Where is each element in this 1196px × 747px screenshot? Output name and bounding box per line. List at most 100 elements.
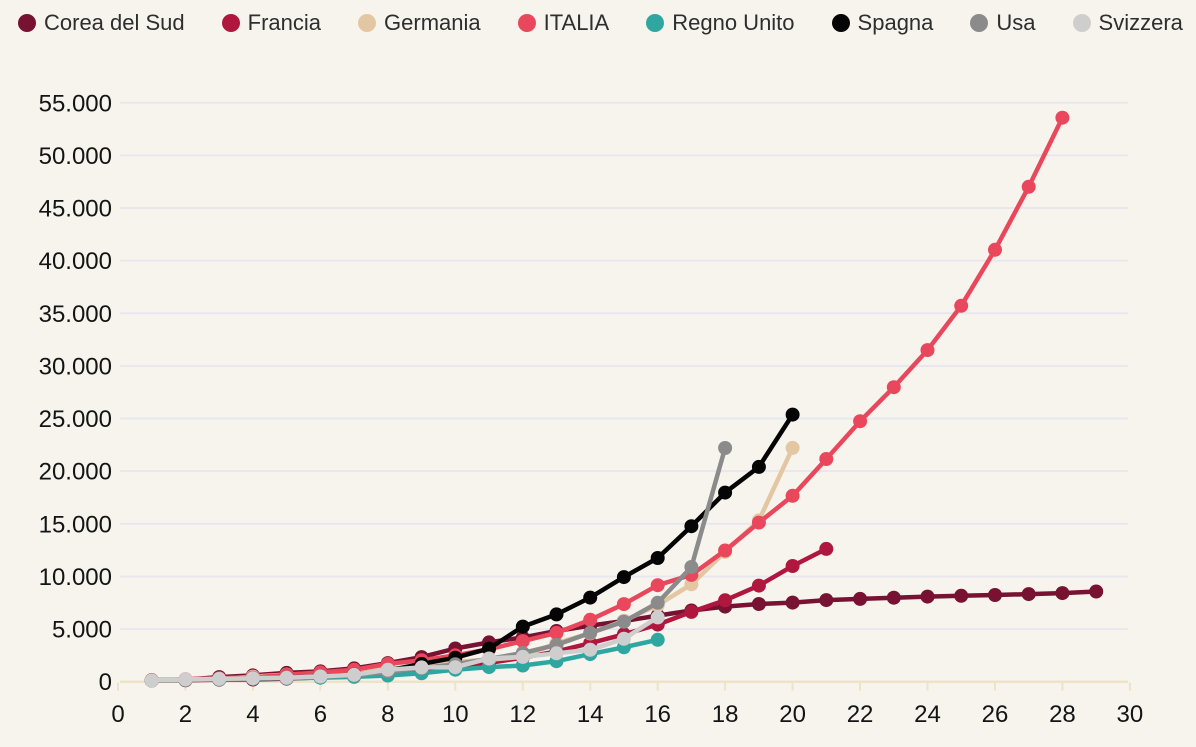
corea-del-sud-point-24[interactable] bbox=[920, 589, 935, 604]
italia-point-13[interactable] bbox=[549, 625, 564, 640]
corea-del-sud-point-19[interactable] bbox=[751, 597, 766, 611]
legend-label: Usa bbox=[996, 10, 1036, 35]
italia-point-27[interactable] bbox=[1021, 179, 1036, 194]
x-tick-label-26: 26 bbox=[982, 701, 1009, 728]
x-tick-label-0: 0 bbox=[111, 701, 124, 728]
legend-label: Germania bbox=[384, 10, 481, 35]
francia-point-21[interactable] bbox=[819, 541, 834, 556]
italia-point-18[interactable] bbox=[718, 543, 733, 558]
x-tick-label-8: 8 bbox=[381, 701, 394, 728]
y-tick-label-45000: 45.000 bbox=[39, 196, 112, 223]
italia-line[interactable] bbox=[149, 115, 1065, 683]
x-tick-label-22: 22 bbox=[847, 701, 874, 728]
francia-point-17[interactable] bbox=[684, 604, 699, 619]
italia-point-21[interactable] bbox=[819, 452, 834, 466]
usa-point-18[interactable] bbox=[718, 441, 733, 455]
italia-point-26[interactable] bbox=[988, 242, 1002, 257]
italia-point-20[interactable] bbox=[785, 488, 800, 503]
svizzera-point-10[interactable] bbox=[448, 660, 463, 675]
svizzera-point-2[interactable] bbox=[178, 672, 193, 687]
legend-swatch-usa bbox=[970, 14, 989, 32]
svizzera-point-13[interactable] bbox=[549, 646, 564, 661]
legend-item-usa[interactable]: Usa bbox=[970, 10, 1036, 35]
svizzera-point-12[interactable] bbox=[515, 649, 530, 664]
legend-item-francia[interactable]: Francia bbox=[221, 12, 321, 34]
usa-point-15[interactable] bbox=[616, 614, 631, 629]
svizzera-point-11[interactable] bbox=[482, 651, 496, 666]
svizzera-point-9[interactable] bbox=[414, 660, 429, 675]
spagna-point-20[interactable] bbox=[785, 407, 800, 422]
legend-label: Corea del Sud bbox=[44, 10, 185, 35]
y-tick-label-15000: 15.000 bbox=[39, 511, 112, 538]
svizzera-point-15[interactable] bbox=[616, 631, 631, 646]
svizzera-point-16[interactable] bbox=[650, 610, 665, 625]
italia-point-28[interactable] bbox=[1055, 110, 1070, 125]
corea-del-sud-point-23[interactable] bbox=[886, 590, 901, 605]
regno-unito-point-16[interactable] bbox=[650, 632, 665, 647]
svizzera-line[interactable] bbox=[149, 615, 660, 683]
francia-point-20[interactable] bbox=[785, 559, 800, 573]
francia-point-18[interactable] bbox=[718, 593, 733, 608]
italia-point-25[interactable] bbox=[954, 298, 969, 313]
francia-point-19[interactable] bbox=[751, 578, 766, 593]
corea-del-sud-point-29[interactable] bbox=[1089, 584, 1104, 599]
spagna-point-16[interactable] bbox=[650, 551, 665, 565]
italia-point-15[interactable] bbox=[616, 597, 631, 612]
svizzera-point-14[interactable] bbox=[583, 642, 598, 657]
y-tick-label-55000: 55.000 bbox=[39, 90, 112, 117]
x-tick-label-6: 6 bbox=[314, 701, 327, 728]
y-tick-label-40000: 40.000 bbox=[39, 248, 112, 275]
italia-point-19[interactable] bbox=[751, 515, 766, 530]
x-tick-label-16: 16 bbox=[644, 701, 671, 728]
spagna-point-18[interactable] bbox=[718, 485, 733, 500]
x-tick-label-14: 14 bbox=[577, 701, 604, 728]
legend-swatch-francia bbox=[221, 14, 240, 32]
x-tick-label-18: 18 bbox=[712, 701, 739, 728]
svizzera-point-4[interactable] bbox=[245, 671, 260, 686]
svizzera-point-3[interactable] bbox=[212, 671, 227, 686]
italia-point-24[interactable] bbox=[920, 343, 935, 358]
corea-del-sud-point-27[interactable] bbox=[1021, 587, 1036, 602]
italia-point-23[interactable] bbox=[886, 380, 901, 395]
y-tick-label-0: 0 bbox=[99, 669, 112, 696]
x-tick-label-2: 2 bbox=[179, 701, 192, 728]
svizzera-point-5[interactable] bbox=[279, 670, 294, 685]
usa-point-14[interactable] bbox=[583, 625, 598, 640]
spagna-point-11[interactable] bbox=[482, 641, 496, 656]
spagna-point-12[interactable] bbox=[515, 619, 530, 634]
legend-item-corea-del-sud[interactable]: Corea del Sud bbox=[18, 12, 185, 34]
italia-point-12[interactable] bbox=[515, 634, 530, 649]
x-tick-label-20: 20 bbox=[779, 701, 806, 728]
usa-point-16[interactable] bbox=[650, 595, 665, 610]
svizzera-point-1[interactable] bbox=[144, 673, 159, 688]
legend-item-svizzera[interactable]: Svizzera bbox=[1072, 12, 1183, 34]
spagna-point-14[interactable] bbox=[583, 590, 598, 605]
corea-del-sud-point-20[interactable] bbox=[785, 595, 800, 610]
spagna-point-17[interactable] bbox=[684, 519, 699, 534]
x-tick-label-24: 24 bbox=[914, 701, 941, 728]
legend-item-italia[interactable]: ITALIA bbox=[517, 10, 610, 35]
spagna-point-15[interactable] bbox=[616, 570, 631, 585]
spagna-point-13[interactable] bbox=[549, 607, 564, 622]
corea-del-sud-point-25[interactable] bbox=[954, 588, 969, 603]
svizzera-point-6[interactable] bbox=[313, 669, 328, 684]
spagna-point-19[interactable] bbox=[751, 459, 766, 474]
germania-point-20[interactable] bbox=[785, 440, 800, 455]
x-tick-label-4: 4 bbox=[246, 701, 259, 728]
legend-item-spagna[interactable]: Spagna bbox=[831, 12, 933, 34]
italia-point-16[interactable] bbox=[650, 578, 665, 593]
corea-del-sud-point-21[interactable] bbox=[819, 593, 834, 608]
legend-label: ITALIA bbox=[543, 10, 610, 35]
corea-del-sud-point-22[interactable] bbox=[853, 591, 868, 606]
italia-point-14[interactable] bbox=[583, 612, 598, 627]
legend-item-germania[interactable]: Germania bbox=[358, 12, 481, 34]
italia-point-22[interactable] bbox=[853, 414, 868, 429]
usa-point-17[interactable] bbox=[684, 560, 699, 574]
svizzera-point-7[interactable] bbox=[347, 667, 362, 682]
corea-del-sud-point-26[interactable] bbox=[988, 588, 1002, 602]
svizzera-point-8[interactable] bbox=[380, 662, 395, 677]
corea-del-sud-point-28[interactable] bbox=[1055, 586, 1070, 601]
legend-item-regno-unito[interactable]: Regno Unito bbox=[646, 12, 795, 34]
y-tick-label-25000: 25.000 bbox=[39, 406, 112, 433]
